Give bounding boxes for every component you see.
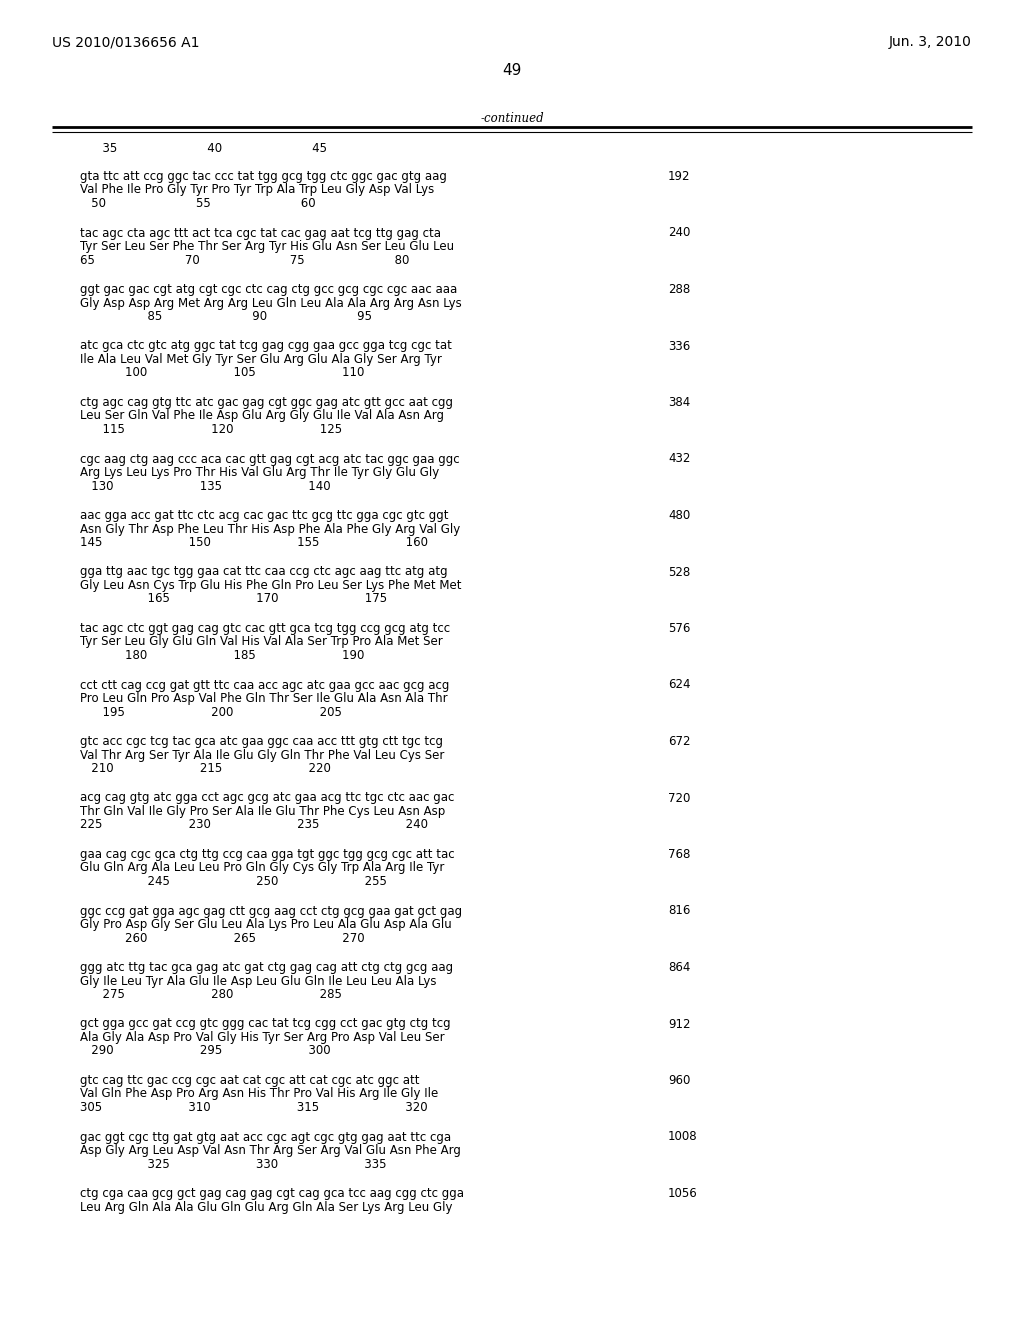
Text: 305                       310                       315                       32: 305 310 315 32	[80, 1101, 428, 1114]
Text: ggc ccg gat gga agc gag ctt gcg aag cct ctg gcg gaa gat gct gag: ggc ccg gat gga agc gag ctt gcg aag cct …	[80, 904, 462, 917]
Text: 912: 912	[668, 1018, 690, 1031]
Text: Asn Gly Thr Asp Phe Leu Thr His Asp Phe Ala Phe Gly Arg Val Gly: Asn Gly Thr Asp Phe Leu Thr His Asp Phe …	[80, 523, 460, 536]
Text: 195                       200                       205: 195 200 205	[80, 705, 342, 718]
Text: 960: 960	[668, 1074, 690, 1086]
Text: 384: 384	[668, 396, 690, 409]
Text: 624: 624	[668, 678, 690, 692]
Text: 65                        70                        75                        80: 65 70 75 80	[80, 253, 410, 267]
Text: atc gca ctc gtc atg ggc tat tcg gag cgg gaa gcc gga tcg cgc tat: atc gca ctc gtc atg ggc tat tcg gag cgg …	[80, 339, 452, 352]
Text: 275                       280                       285: 275 280 285	[80, 987, 342, 1001]
Text: gtc cag ttc gac ccg cgc aat cat cgc att cat cgc atc ggc att: gtc cag ttc gac ccg cgc aat cat cgc att …	[80, 1074, 420, 1086]
Text: tac agc cta agc ttt act tca cgc tat cac gag aat tcg ttg gag cta: tac agc cta agc ttt act tca cgc tat cac …	[80, 227, 441, 239]
Text: 432: 432	[668, 453, 690, 466]
Text: Val Gln Phe Asp Pro Arg Asn His Thr Pro Val His Arg Ile Gly Ile: Val Gln Phe Asp Pro Arg Asn His Thr Pro …	[80, 1088, 438, 1101]
Text: 85                        90                        95: 85 90 95	[80, 310, 372, 323]
Text: 720: 720	[668, 792, 690, 804]
Text: 864: 864	[668, 961, 690, 974]
Text: Thr Gln Val Ile Gly Pro Ser Ala Ile Glu Thr Phe Cys Leu Asn Asp: Thr Gln Val Ile Gly Pro Ser Ala Ile Glu …	[80, 805, 445, 818]
Text: Ile Ala Leu Val Met Gly Tyr Ser Glu Arg Glu Ala Gly Ser Arg Tyr: Ile Ala Leu Val Met Gly Tyr Ser Glu Arg …	[80, 352, 442, 366]
Text: Gly Pro Asp Gly Ser Glu Leu Ala Lys Pro Leu Ala Glu Asp Ala Glu: Gly Pro Asp Gly Ser Glu Leu Ala Lys Pro …	[80, 917, 452, 931]
Text: 240: 240	[668, 227, 690, 239]
Text: tac agc ctc ggt gag cag gtc cac gtt gca tcg tgg ccg gcg atg tcc: tac agc ctc ggt gag cag gtc cac gtt gca …	[80, 622, 451, 635]
Text: 290                       295                       300: 290 295 300	[80, 1044, 331, 1057]
Text: 260                       265                       270: 260 265 270	[80, 932, 365, 945]
Text: 528: 528	[668, 565, 690, 578]
Text: 480: 480	[668, 510, 690, 521]
Text: ctg cga caa gcg gct gag cag gag cgt cag gca tcc aag cgg ctc gga: ctg cga caa gcg gct gag cag gag cgt cag …	[80, 1187, 464, 1200]
Text: Val Phe Ile Pro Gly Tyr Pro Tyr Trp Ala Trp Leu Gly Asp Val Lys: Val Phe Ile Pro Gly Tyr Pro Tyr Trp Ala …	[80, 183, 434, 197]
Text: Gly Asp Asp Arg Met Arg Arg Leu Gln Leu Ala Ala Arg Arg Asn Lys: Gly Asp Asp Arg Met Arg Arg Leu Gln Leu …	[80, 297, 462, 309]
Text: 130                       135                       140: 130 135 140	[80, 479, 331, 492]
Text: Gly Ile Leu Tyr Ala Glu Ile Asp Leu Glu Gln Ile Leu Leu Ala Lys: Gly Ile Leu Tyr Ala Glu Ile Asp Leu Glu …	[80, 974, 436, 987]
Text: Ala Gly Ala Asp Pro Val Gly His Tyr Ser Arg Pro Asp Val Leu Ser: Ala Gly Ala Asp Pro Val Gly His Tyr Ser …	[80, 1031, 444, 1044]
Text: aac gga acc gat ttc ctc acg cac gac ttc gcg ttc gga cgc gtc ggt: aac gga acc gat ttc ctc acg cac gac ttc …	[80, 510, 449, 521]
Text: 50                        55                        60: 50 55 60	[80, 197, 315, 210]
Text: Asp Gly Arg Leu Asp Val Asn Thr Arg Ser Arg Val Glu Asn Phe Arg: Asp Gly Arg Leu Asp Val Asn Thr Arg Ser …	[80, 1144, 461, 1158]
Text: Val Thr Arg Ser Tyr Ala Ile Glu Gly Gln Thr Phe Val Leu Cys Ser: Val Thr Arg Ser Tyr Ala Ile Glu Gly Gln …	[80, 748, 444, 762]
Text: Arg Lys Leu Lys Pro Thr His Val Glu Arg Thr Ile Tyr Gly Glu Gly: Arg Lys Leu Lys Pro Thr His Val Glu Arg …	[80, 466, 439, 479]
Text: US 2010/0136656 A1: US 2010/0136656 A1	[52, 36, 200, 49]
Text: 576: 576	[668, 622, 690, 635]
Text: gct gga gcc gat ccg gtc ggg cac tat tcg cgg cct gac gtg ctg tcg: gct gga gcc gat ccg gtc ggg cac tat tcg …	[80, 1018, 451, 1031]
Text: gaa cag cgc gca ctg ttg ccg caa gga tgt ggc tgg gcg cgc att tac: gaa cag cgc gca ctg ttg ccg caa gga tgt …	[80, 847, 455, 861]
Text: -continued: -continued	[480, 112, 544, 125]
Text: gac ggt cgc ttg gat gtg aat acc cgc agt cgc gtg gag aat ttc cga: gac ggt cgc ttg gat gtg aat acc cgc agt …	[80, 1130, 452, 1143]
Text: Tyr Ser Leu Ser Phe Thr Ser Arg Tyr His Glu Asn Ser Leu Glu Leu: Tyr Ser Leu Ser Phe Thr Ser Arg Tyr His …	[80, 240, 454, 253]
Text: gta ttc att ccg ggc tac ccc tat tgg gcg tgg ctc ggc gac gtg aag: gta ttc att ccg ggc tac ccc tat tgg gcg …	[80, 170, 446, 183]
Text: cgc aag ctg aag ccc aca cac gtt gag cgt acg atc tac ggc gaa ggc: cgc aag ctg aag ccc aca cac gtt gag cgt …	[80, 453, 460, 466]
Text: 336: 336	[668, 339, 690, 352]
Text: 672: 672	[668, 735, 690, 748]
Text: 1008: 1008	[668, 1130, 697, 1143]
Text: 192: 192	[668, 170, 690, 183]
Text: Glu Gln Arg Ala Leu Leu Pro Gln Gly Cys Gly Trp Ala Arg Ile Tyr: Glu Gln Arg Ala Leu Leu Pro Gln Gly Cys …	[80, 862, 444, 874]
Text: ggt gac gac cgt atg cgt cgc ctc cag ctg gcc gcg cgc cgc aac aaa: ggt gac gac cgt atg cgt cgc ctc cag ctg …	[80, 282, 458, 296]
Text: 100                       105                       110: 100 105 110	[80, 367, 365, 380]
Text: 1056: 1056	[668, 1187, 697, 1200]
Text: 145                       150                       155                       16: 145 150 155 16	[80, 536, 428, 549]
Text: Gly Leu Asn Cys Trp Glu His Phe Gln Pro Leu Ser Lys Phe Met Met: Gly Leu Asn Cys Trp Glu His Phe Gln Pro …	[80, 579, 462, 591]
Text: 115                       120                       125: 115 120 125	[80, 422, 342, 436]
Text: Pro Leu Gln Pro Asp Val Phe Gln Thr Ser Ile Glu Ala Asn Ala Thr: Pro Leu Gln Pro Asp Val Phe Gln Thr Ser …	[80, 692, 447, 705]
Text: ctg agc cag gtg ttc atc gac gag cgt ggc gag atc gtt gcc aat cgg: ctg agc cag gtg ttc atc gac gag cgt ggc …	[80, 396, 453, 409]
Text: 49: 49	[503, 63, 521, 78]
Text: 180                       185                       190: 180 185 190	[80, 649, 365, 663]
Text: gga ttg aac tgc tgg gaa cat ttc caa ccg ctc agc aag ttc atg atg: gga ttg aac tgc tgg gaa cat ttc caa ccg …	[80, 565, 447, 578]
Text: 210                       215                       220: 210 215 220	[80, 762, 331, 775]
Text: 816: 816	[668, 904, 690, 917]
Text: Leu Ser Gln Val Phe Ile Asp Glu Arg Gly Glu Ile Val Ala Asn Arg: Leu Ser Gln Val Phe Ile Asp Glu Arg Gly …	[80, 409, 444, 422]
Text: 325                       330                       335: 325 330 335	[80, 1158, 386, 1171]
Text: ggg atc ttg tac gca gag atc gat ctg gag cag att ctg ctg gcg aag: ggg atc ttg tac gca gag atc gat ctg gag …	[80, 961, 454, 974]
Text: Leu Arg Gln Ala Ala Glu Gln Glu Arg Gln Ala Ser Lys Arg Leu Gly: Leu Arg Gln Ala Ala Glu Gln Glu Arg Gln …	[80, 1200, 453, 1213]
Text: cct ctt cag ccg gat gtt ttc caa acc agc atc gaa gcc aac gcg acg: cct ctt cag ccg gat gtt ttc caa acc agc …	[80, 678, 450, 692]
Text: gtc acc cgc tcg tac gca atc gaa ggc caa acc ttt gtg ctt tgc tcg: gtc acc cgc tcg tac gca atc gaa ggc caa …	[80, 735, 443, 748]
Text: 225                       230                       235                       24: 225 230 235 24	[80, 818, 428, 832]
Text: 35                        40                        45: 35 40 45	[80, 143, 327, 154]
Text: acg cag gtg atc gga cct agc gcg atc gaa acg ttc tgc ctc aac gac: acg cag gtg atc gga cct agc gcg atc gaa …	[80, 792, 455, 804]
Text: 288: 288	[668, 282, 690, 296]
Text: Jun. 3, 2010: Jun. 3, 2010	[889, 36, 972, 49]
Text: 165                       170                       175: 165 170 175	[80, 593, 387, 606]
Text: Tyr Ser Leu Gly Glu Gln Val His Val Ala Ser Trp Pro Ala Met Ser: Tyr Ser Leu Gly Glu Gln Val His Val Ala …	[80, 635, 442, 648]
Text: 768: 768	[668, 847, 690, 861]
Text: 245                       250                       255: 245 250 255	[80, 875, 387, 888]
